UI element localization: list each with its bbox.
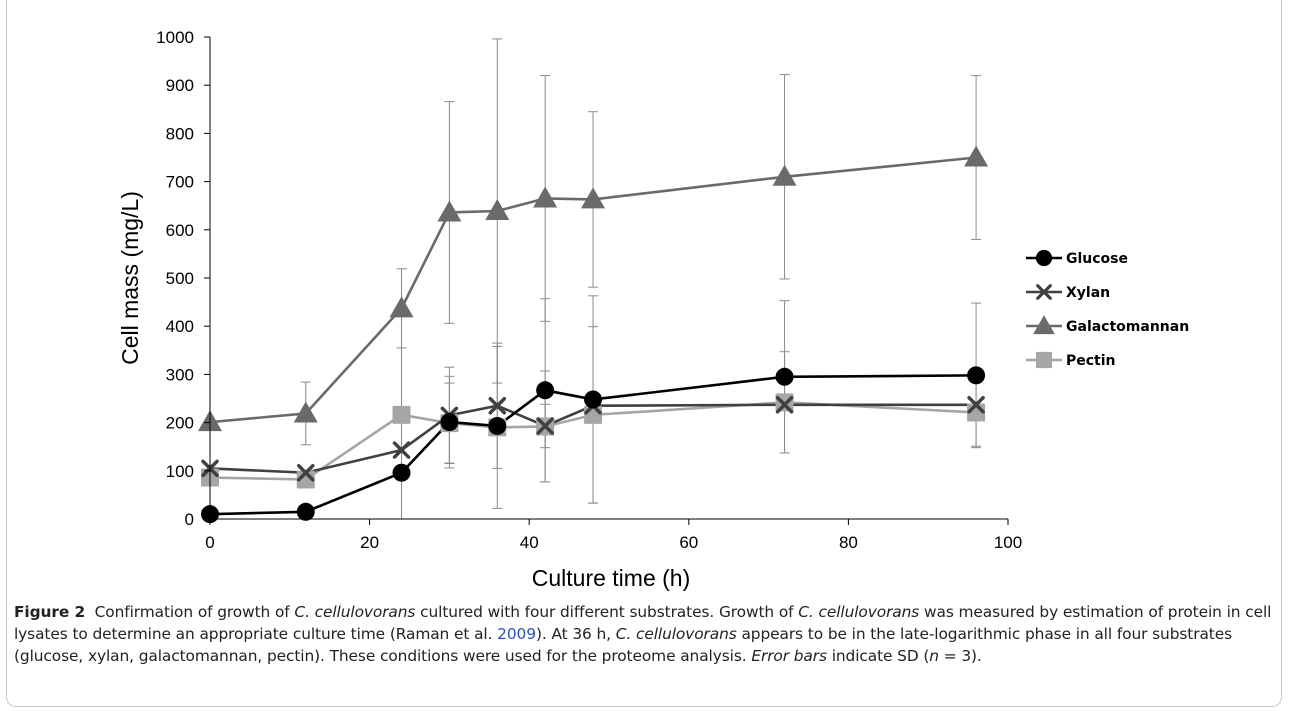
galactomannan-marker [533,186,558,208]
y-tick-label: 800 [166,124,194,143]
y-axis-title: Cell mass (mg/L) [117,191,143,365]
galactomannan-marker [1033,315,1055,335]
y-tick-label: 900 [166,76,194,95]
axes: 0 100 200 300 400 500 600 700 800 900 1000 0 20 40 60 8… [156,28,1022,552]
galactomannan-marker [581,187,606,209]
y-tick-label: 500 [166,269,194,288]
xylan-marker [297,463,315,482]
glucose-marker [536,381,555,400]
pectin-marker [1035,351,1053,369]
x-tick-label: 0 [205,533,214,552]
caption-text: appears to be in the late-logarithmic ph… [14,625,1233,665]
error-bars-term: Error bars [751,647,827,665]
caption-text: was measured by estimation of protein in… [14,603,1272,643]
xylan-marker [967,396,985,414]
caption-text: Confirmation of growth of [94,603,295,621]
y-tick-label: 200 [166,414,194,433]
y-tick-label: 0 [185,510,194,529]
xylan-marker [775,396,794,414]
legend-label: Galactomannan [1066,319,1189,335]
xylan-marker-stroke [392,441,411,459]
y-tick-label: 1000 [156,28,194,47]
glucose-marker [967,366,986,385]
x-tick-label: 80 [839,533,858,552]
organism-name: C. cellulovorans [294,603,416,621]
figure-label: Figure 2 [14,603,86,621]
xylan-marker-stroke [297,463,315,482]
glucose-marker [488,416,507,435]
x-tick-label: 60 [679,533,698,552]
xylan-marker [488,396,507,415]
xylan-marker [1036,284,1052,300]
caption-text: indicate SD ( [826,647,930,665]
y-tick-label: 700 [166,173,194,192]
caption-text: cultured with four different substrates.… [415,603,799,621]
glucose-marker [440,413,459,432]
series-markers [198,145,989,524]
organism-name: C. cellulovorans [798,603,920,621]
legend-label: Xylan [1066,285,1110,301]
glucose-marker [392,463,411,482]
xylan-marker-stroke [775,396,794,414]
figure-caption: Figure 2 Confirmation of growth of C. ce… [14,601,1276,667]
sample-size-symbol: n [929,647,939,665]
x-tick-label: 100 [994,533,1022,552]
caption-text: ). At 36 h, [535,625,616,643]
xylan-marker-stroke [967,396,985,414]
glucose-marker [1035,249,1053,267]
glucose-marker [296,502,315,521]
y-tick-label: 600 [166,221,194,240]
caption-text: = 3). [938,647,982,665]
glucose-marker [775,367,794,386]
galactomannan-marker [389,296,414,318]
galactomannan-marker [293,401,318,423]
reference-link[interactable]: 2009 [497,625,536,643]
xylan-marker [392,441,411,459]
y-tick-label: 400 [166,317,194,336]
xylan-marker [536,417,554,435]
figure-frame [6,0,1282,707]
x-tick-label: 40 [520,533,539,552]
x-tick-label: 20 [360,533,379,552]
glucose-marker [584,390,603,409]
line-chart: 0 100 200 300 400 500 600 700 800 900 1000 0 20 40 60 8… [117,28,1189,591]
galactomannan-marker [964,145,989,167]
x-axis-title: Culture time (h) [532,565,690,591]
legend-label: Glucose [1066,251,1128,267]
y-tick-label: 100 [166,462,194,481]
xylan-marker-stroke [1036,284,1052,300]
galactomannan-marker [437,200,462,222]
xylan-marker-stroke [488,396,507,415]
organism-name: C. cellulovorans [615,625,737,643]
legend-label: Pectin [1066,353,1116,369]
pectin-marker [392,405,411,424]
galactomannan-marker [485,199,510,221]
xylan-marker-stroke [536,417,554,435]
legend: Glucose Xylan Galactomannan Pectin [1026,249,1189,369]
y-tick-label: 300 [166,365,194,384]
pectin-marker [584,405,603,424]
galactomannan-marker [772,164,797,186]
